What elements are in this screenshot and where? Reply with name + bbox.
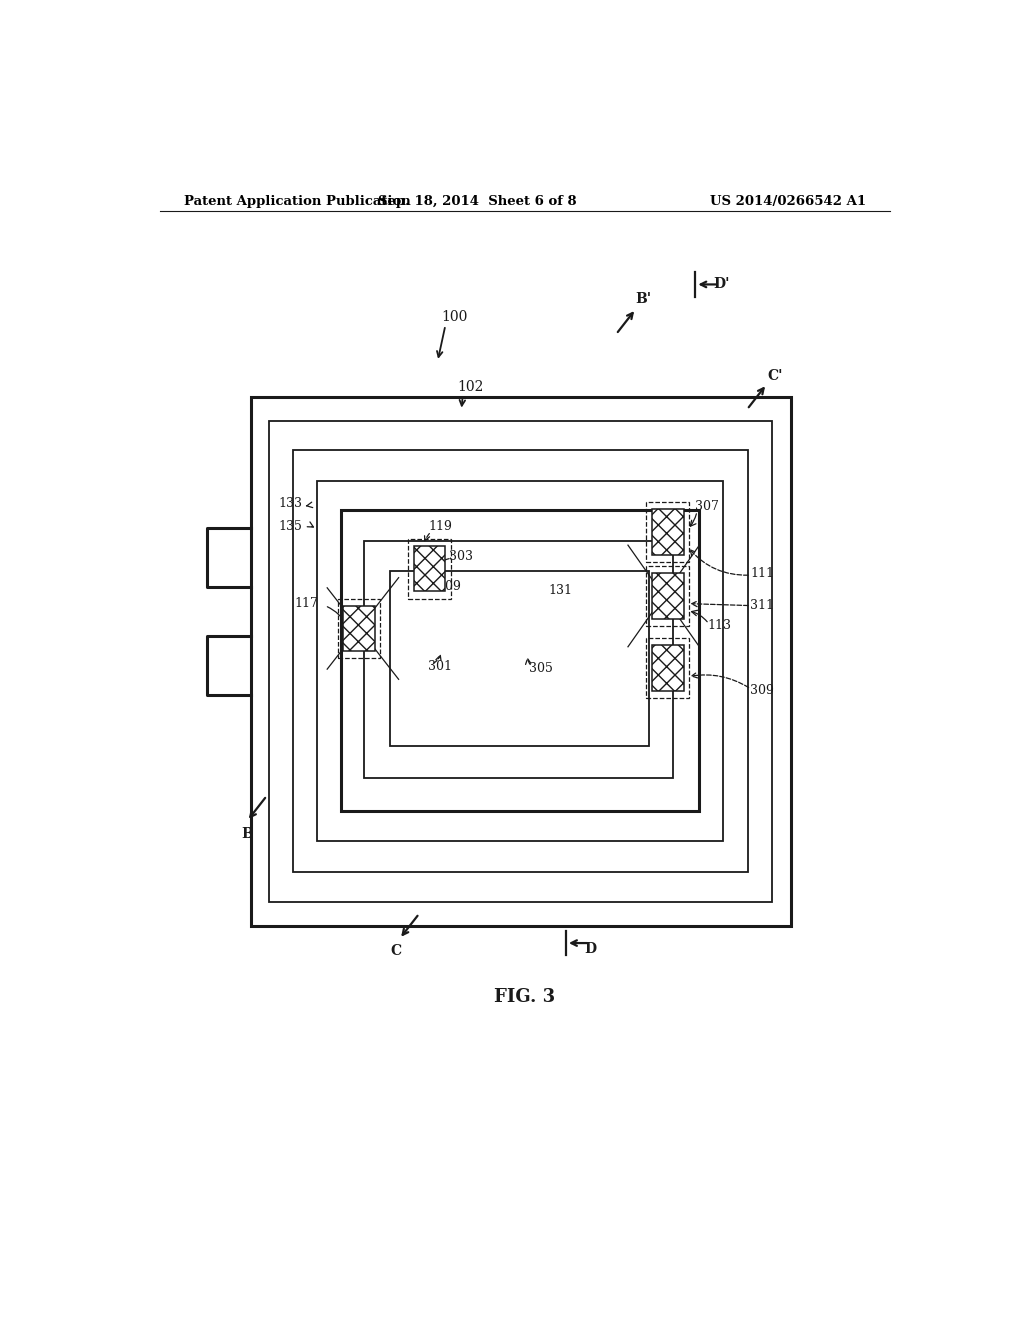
Text: B': B': [636, 292, 652, 306]
Bar: [338, 598, 380, 659]
Text: 102: 102: [458, 380, 483, 395]
Text: D: D: [584, 942, 596, 956]
Text: 301: 301: [428, 660, 452, 673]
Bar: [652, 510, 684, 554]
Bar: [646, 566, 689, 626]
Bar: [341, 510, 698, 810]
Bar: [390, 572, 648, 746]
Bar: [269, 421, 772, 903]
Text: 303: 303: [450, 550, 473, 564]
Bar: [646, 502, 689, 562]
Bar: [365, 541, 673, 779]
Text: B: B: [242, 828, 253, 841]
Bar: [652, 645, 684, 690]
Text: 117: 117: [295, 597, 318, 610]
Text: FIG. 3: FIG. 3: [495, 987, 555, 1006]
Text: US 2014/0266542 A1: US 2014/0266542 A1: [710, 194, 866, 207]
Bar: [316, 480, 723, 841]
Text: 311: 311: [751, 599, 774, 612]
Bar: [293, 450, 748, 873]
Text: 135: 135: [279, 520, 303, 533]
Text: 100: 100: [441, 310, 468, 323]
Bar: [251, 397, 791, 925]
Text: 109: 109: [437, 579, 462, 593]
Text: 113: 113: [708, 619, 731, 632]
Text: 111: 111: [751, 566, 774, 579]
Bar: [414, 545, 445, 591]
Text: C: C: [391, 944, 401, 958]
Text: 133: 133: [279, 498, 303, 511]
Bar: [652, 573, 684, 619]
Text: C': C': [767, 368, 782, 383]
Bar: [343, 606, 375, 651]
Text: 305: 305: [528, 663, 553, 675]
Text: Patent Application Publication: Patent Application Publication: [183, 194, 411, 207]
Text: Sep. 18, 2014  Sheet 6 of 8: Sep. 18, 2014 Sheet 6 of 8: [378, 194, 577, 207]
Bar: [646, 638, 689, 698]
Text: 131: 131: [549, 583, 572, 597]
Text: 307: 307: [694, 499, 719, 512]
Text: 119: 119: [428, 520, 452, 533]
Text: D': D': [714, 277, 730, 292]
Bar: [409, 539, 451, 598]
Text: 309: 309: [751, 685, 774, 697]
